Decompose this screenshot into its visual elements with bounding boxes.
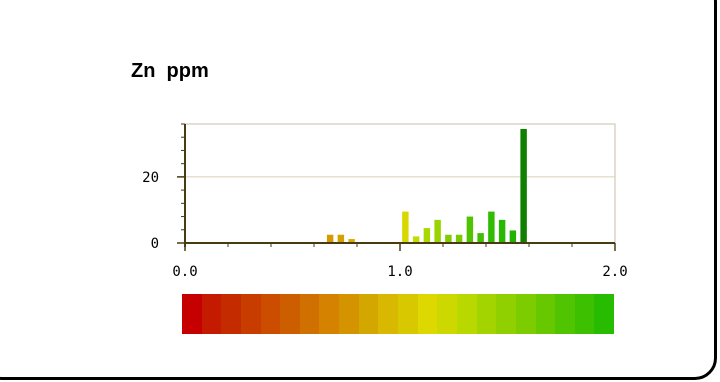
- color-scale-swatch: [182, 294, 202, 334]
- histogram-bar: [477, 233, 484, 243]
- color-scale-swatch: [319, 294, 340, 334]
- histogram-bar: [445, 234, 452, 243]
- histogram-bar: [520, 128, 527, 243]
- color-scale-swatch: [594, 294, 615, 334]
- histogram-bar: [455, 234, 463, 243]
- plot-frame: [184, 123, 616, 244]
- histogram-bar: [509, 230, 517, 243]
- x-tick-label: 1.0: [387, 264, 412, 280]
- y-tick-label: 0: [151, 236, 159, 252]
- grid-lines: [184, 123, 616, 244]
- color-scale-swatch: [515, 294, 536, 334]
- histogram-bars: [326, 128, 527, 243]
- color-scale-swatch: [535, 294, 556, 334]
- color-scale-bar: [182, 294, 615, 334]
- x-tick-label: 0.0: [172, 264, 197, 280]
- tick-labels: 0 20 0.0 1.0 2.0: [142, 170, 628, 280]
- histogram-bar: [348, 239, 355, 243]
- color-scale-swatch: [378, 294, 399, 334]
- histogram-bar: [434, 219, 441, 243]
- color-scale-swatch: [358, 294, 379, 334]
- color-scale-swatch: [299, 294, 320, 334]
- color-scale-swatch: [437, 294, 457, 334]
- histogram-bar: [412, 236, 420, 243]
- color-scale-swatch: [260, 294, 281, 334]
- histogram-bar: [423, 228, 431, 243]
- chart-title: Zn ppm: [131, 60, 209, 82]
- color-scale-swatch: [201, 294, 222, 334]
- color-scale-swatch: [339, 294, 359, 334]
- x-tick-label: 2.0: [602, 264, 627, 280]
- axes: [177, 123, 616, 251]
- histogram-bar: [337, 234, 345, 243]
- color-scale-swatch: [574, 294, 595, 334]
- color-scale-swatch: [398, 294, 418, 334]
- color-scale-swatch: [496, 294, 516, 334]
- color-scale-swatch: [221, 294, 241, 334]
- histogram-bar: [402, 211, 409, 243]
- color-scale-swatch: [476, 294, 497, 334]
- histogram-bar: [488, 211, 495, 243]
- histogram-bar: [466, 216, 474, 243]
- color-scale-swatch: [555, 294, 575, 334]
- color-scale-swatch: [417, 294, 438, 334]
- histogram-bar: [498, 219, 506, 243]
- color-scale-swatch: [456, 294, 477, 334]
- color-scale-swatch: [280, 294, 300, 334]
- y-tick-label: 20: [142, 170, 159, 186]
- color-scale-swatch: [240, 294, 261, 334]
- histogram-bar: [326, 234, 334, 243]
